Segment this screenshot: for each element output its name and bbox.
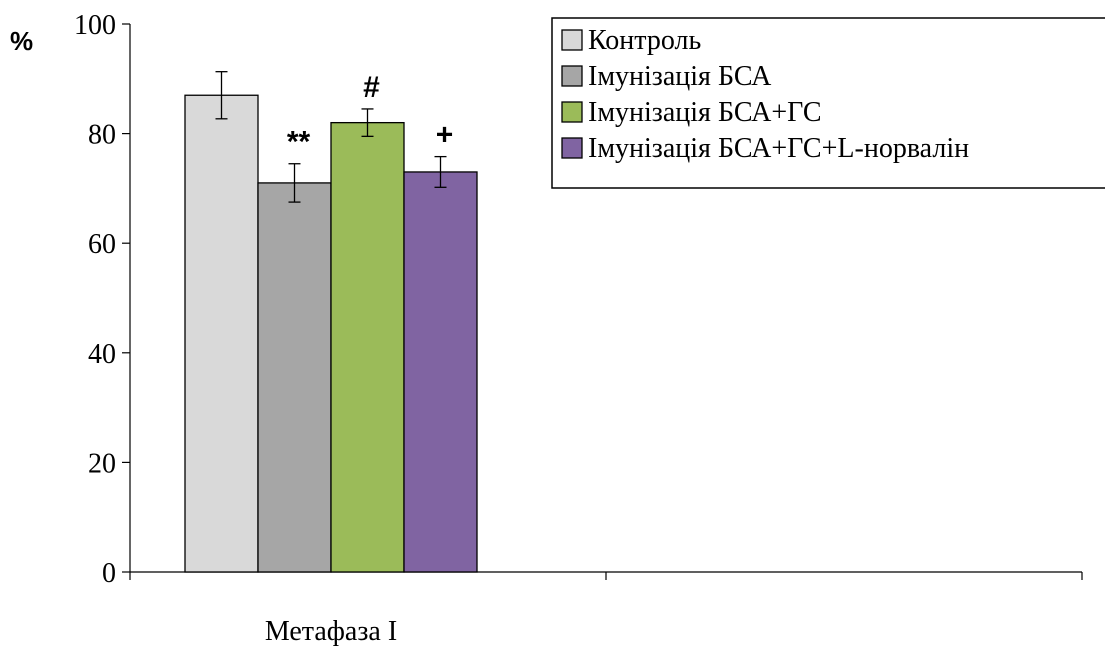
bar — [257, 182, 332, 573]
y-tick-label: 80 — [88, 120, 116, 151]
bar — [184, 94, 259, 573]
legend-box — [551, 17, 1105, 189]
y-tick-label: 40 — [88, 339, 116, 370]
y-tick-label: 0 — [102, 558, 116, 589]
bar — [403, 171, 478, 573]
legend-label: Контроль — [588, 25, 701, 56]
significance-marker: # — [363, 71, 380, 104]
legend-label: Імунізація БСА — [588, 61, 772, 92]
legend-label: Імунізація БСА+ГС+L-норвалін — [588, 133, 969, 164]
bar — [330, 121, 405, 573]
legend-swatch — [561, 137, 583, 159]
significance-marker: + — [436, 119, 454, 152]
legend-label: Імунізація БСА+ГС — [588, 97, 822, 128]
legend-swatch — [561, 65, 583, 87]
x-category-label: Метафаза I — [265, 616, 397, 647]
legend-swatch — [561, 29, 583, 51]
y-tick-label: 60 — [88, 229, 116, 260]
legend: Контроль Імунізація БСА Імунізація БСА+ГС І… — [551, 17, 1105, 189]
significance-marker: ** — [287, 126, 311, 159]
y-tick-label: 20 — [88, 448, 116, 479]
y-tick-label: 100 — [74, 10, 116, 41]
legend-swatch — [561, 101, 583, 123]
y-axis-unit-label: % — [10, 26, 33, 56]
